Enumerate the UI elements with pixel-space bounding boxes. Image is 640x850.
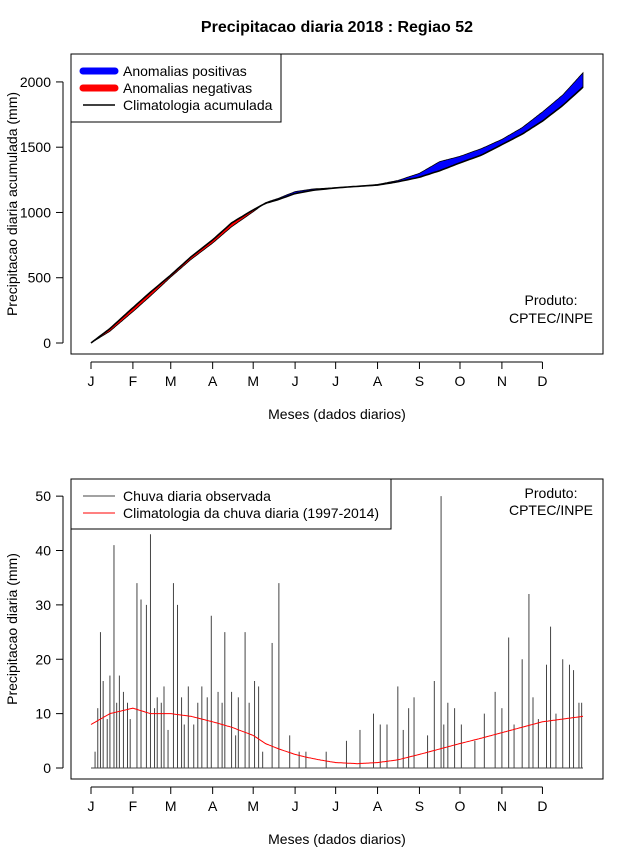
top-x-tick-label: D xyxy=(537,373,547,389)
top-product-source: CPTEC/INPE xyxy=(509,310,593,326)
bottom-x-tick-label: A xyxy=(208,798,218,814)
top-legend: Anomalias positivas Anomalias negativas … xyxy=(70,53,282,123)
top-x-tick-label: N xyxy=(497,373,507,389)
bottom-x-tick-label: O xyxy=(455,798,466,814)
bottom-product-label: Produto: xyxy=(525,485,578,501)
top-x-tick-label: J xyxy=(332,373,339,389)
top-x-tick-label: F xyxy=(129,373,138,389)
top-xlabel: Meses (dados diarios) xyxy=(268,406,406,422)
bottom-x-tick-label: A xyxy=(373,798,383,814)
top-x-tick-label: J xyxy=(88,373,95,389)
top-y-tick-label: 500 xyxy=(28,270,52,286)
top-y-tick-label: 1500 xyxy=(20,139,51,155)
bottom-y-tick-label: 0 xyxy=(43,760,51,776)
bottom-x-tick-label: D xyxy=(537,798,547,814)
top-y-tick-label: 1000 xyxy=(20,204,51,220)
top-x-tick-label: A xyxy=(373,373,383,389)
legend-label-observed: Chuva diaria observada xyxy=(123,488,271,504)
legend-label-climatology-cumulative: Climatologia acumulada xyxy=(123,97,273,113)
bottom-x-tick-label: M xyxy=(247,798,259,814)
top-x-tick-label: M xyxy=(165,373,177,389)
bottom-y-tick-label: 50 xyxy=(35,488,51,504)
top-x-tick-label: M xyxy=(247,373,259,389)
top-product-label: Produto: xyxy=(525,292,578,308)
bottom-y-tick-label: 20 xyxy=(35,651,51,667)
cumulative-panel: J F M A M J J A S O N D 0 500 1000 1500 2000 Meses (dado… xyxy=(4,53,604,422)
bottom-x-tick-label: J xyxy=(292,798,299,814)
top-x-tick-label: S xyxy=(415,373,424,389)
bottom-x-tick-label: F xyxy=(129,798,138,814)
top-ylabel: Precipitacao diaria acumulada (mm) xyxy=(4,92,20,316)
bottom-ylabel: Precipitacao diaria (mm) xyxy=(4,553,20,705)
chart-title: Precipitacao diaria 2018 : Regiao 52 xyxy=(201,19,473,36)
bottom-x-tick-label: J xyxy=(88,798,95,814)
bottom-y-tick-label: 30 xyxy=(35,597,51,613)
bottom-legend: Chuva diaria observada Climatologia da c… xyxy=(70,478,392,530)
legend-label-climatology-daily: Climatologia da chuva diaria (1997-2014) xyxy=(123,505,379,521)
bottom-y-tick-label: 40 xyxy=(35,543,51,559)
bottom-legend-box xyxy=(70,478,392,530)
top-x-tick-label: J xyxy=(292,373,299,389)
bottom-x-tick-label: J xyxy=(332,798,339,814)
top-plot-frame xyxy=(70,53,604,355)
bottom-x-tick-label: N xyxy=(497,798,507,814)
climatology-cumulative-line xyxy=(90,86,584,344)
climatology-daily-line xyxy=(90,707,584,765)
legend-label-positive: Anomalias positivas xyxy=(123,63,247,79)
daily-panel: J F M A M J J A S O N D 0 10 20 30 40 50 Meses (dados dia… xyxy=(4,478,604,847)
bottom-product-source: CPTEC/INPE xyxy=(509,502,593,518)
bottom-y-tick-label: 10 xyxy=(35,706,51,722)
bottom-x-tick-label: S xyxy=(415,798,424,814)
top-x-tick-label: A xyxy=(208,373,218,389)
bottom-x-tick-label: M xyxy=(165,798,177,814)
top-x-tick-label: O xyxy=(455,373,466,389)
bottom-xlabel: Meses (dados diarios) xyxy=(268,831,406,847)
legend-label-negative: Anomalias negativas xyxy=(123,80,252,96)
top-y-tick-label: 0 xyxy=(43,335,51,351)
top-y-tick-label: 2000 xyxy=(20,74,51,90)
